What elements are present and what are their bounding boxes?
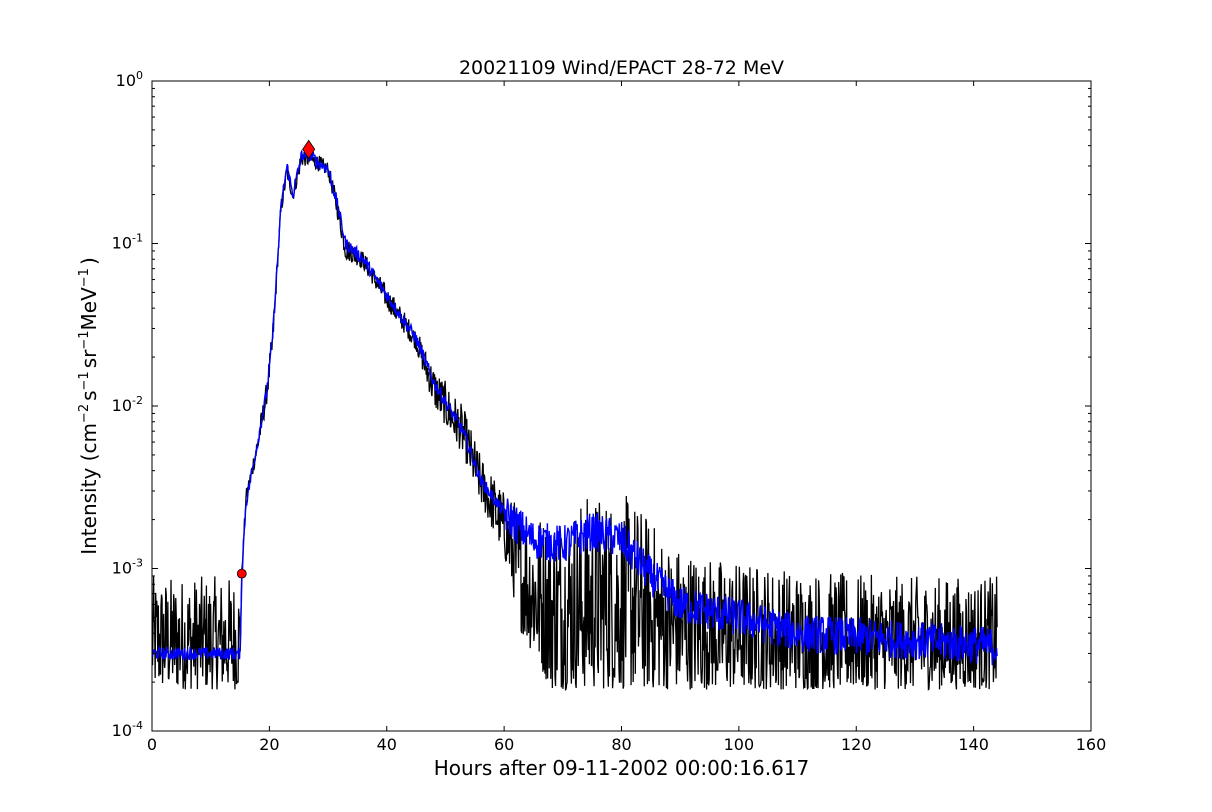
x-tick-label: 100: [724, 735, 755, 754]
x-tick-label: 140: [958, 735, 989, 754]
y-tick-label: 10-2: [112, 394, 143, 415]
y-label-exp1: −2: [77, 404, 92, 423]
onset-marker: [236, 568, 247, 579]
chart-title: 20021109 Wind/EPACT 28-72 MeV: [459, 57, 784, 79]
y-label-exp2: −1: [77, 371, 92, 390]
y-label-prefix: Intensity (cm: [77, 423, 101, 555]
x-tick-label: 40: [377, 735, 397, 754]
y-label-sr: sr: [77, 349, 101, 368]
y-label-exp4: −1: [77, 268, 92, 287]
y-axis-label: Intensity (cm−2s−1sr−1MeV−1): [77, 257, 101, 555]
marker-layer: [236, 139, 316, 579]
x-axis-label: Hours after 09-11-2002 00:00:16.617: [434, 756, 810, 780]
tick-layer: 0 20 40 60 80 100 120 140 160 10-4 10-3 10-2 10-1 100: [112, 69, 1107, 754]
smoothed-intensity-line: [152, 148, 998, 666]
y-tick-label: 10-4: [112, 719, 143, 740]
y-label-s: s: [77, 390, 101, 400]
x-tick-label: 20: [259, 735, 279, 754]
y-tick-label: 10-1: [112, 232, 143, 253]
y-label-exp3: −1: [77, 330, 92, 349]
y-tick-label: 10-3: [112, 557, 143, 578]
y-tick-label: 100: [116, 69, 143, 90]
x-tick-label: 160: [1076, 735, 1107, 754]
x-tick-label: 0: [147, 735, 157, 754]
peak-marker: [302, 139, 316, 160]
raw-intensity-line: [152, 147, 998, 692]
x-tick-label: 60: [494, 735, 514, 754]
series-layer: [152, 147, 998, 692]
y-label-suffix: ): [77, 257, 101, 265]
x-tick-label: 120: [841, 735, 872, 754]
x-tick-label: 80: [611, 735, 631, 754]
y-label-mev: MeV: [77, 287, 101, 331]
